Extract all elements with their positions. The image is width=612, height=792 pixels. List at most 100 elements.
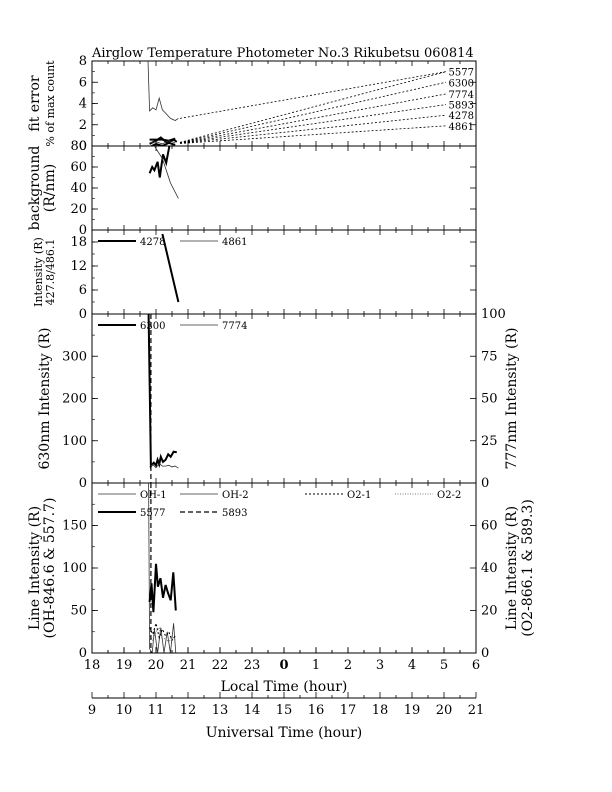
- ut-axis-tick-label: 11: [148, 703, 165, 718]
- y-right-axis-label: 777nm Intensity (R): [504, 327, 520, 469]
- y-tick-label: 0: [79, 139, 87, 154]
- ut-axis-tick-label: 14: [244, 703, 261, 718]
- series-line-5577: [148, 563, 177, 613]
- legend-leader: [179, 81, 447, 143]
- y-tick-label: 50: [70, 604, 87, 619]
- y-right-tick-label: 20: [481, 604, 498, 619]
- ut-axis-tick-label: 16: [308, 703, 325, 718]
- legend-label: OH-2: [222, 490, 249, 501]
- legend-leader: [179, 93, 447, 144]
- y-axis-label: 630nm Intensity (R): [37, 327, 53, 469]
- y-tick-label: 2: [79, 118, 87, 133]
- y-tick-label: 6: [79, 75, 87, 90]
- local-axis-tick-label: 19: [116, 658, 133, 673]
- local-axis-tick-label: 3: [376, 658, 384, 673]
- y-axis-label: (R/nm): [42, 164, 58, 212]
- ut-axis-tick-label: 13: [212, 703, 229, 718]
- y-tick-label: 0: [79, 223, 87, 238]
- legend-label: 5577: [140, 508, 165, 519]
- panel-fit-error: 0 2 4 6 8 fit error% of max count 557763007774…: [27, 54, 477, 154]
- series-line-thick: [148, 146, 171, 178]
- y-right-tick-label: 75: [481, 349, 498, 364]
- ut-axis-tick-label: 17: [340, 703, 357, 718]
- y-right-axis-label: (O2-866.1 & 589.3): [520, 499, 536, 637]
- y-right-axis-label: Line Intensity (R): [504, 506, 520, 630]
- y-axis-label: Intensity (R): [32, 237, 45, 307]
- universal-time-axis: 9 10 11 12 13 14 15 16 17 18 19 20 21: [88, 692, 484, 718]
- y-axis-label: fit error: [27, 75, 43, 132]
- y-right-tick-label: 25: [481, 434, 498, 449]
- series-line-7774: [149, 463, 179, 469]
- ut-axis-tick-label: 21: [468, 703, 485, 718]
- local-time-label: Local Time (hour): [221, 679, 348, 695]
- panel-intensity-4278-4861: 0 6 12 18 Intensity (R) 427.8/486.1 4278 4861: [32, 229, 477, 322]
- series-line-thin: [147, 61, 179, 121]
- local-axis-tick-label: 2: [344, 658, 352, 673]
- legend-label: 5577: [449, 68, 474, 79]
- series-line-4278: [161, 233, 180, 303]
- series-line-thick: [149, 141, 176, 146]
- legend-label: 6300: [449, 78, 474, 89]
- local-axis-tick-label: 1: [312, 658, 320, 673]
- legend-label: O2-2: [437, 490, 461, 501]
- legend-label: 7774: [449, 90, 474, 101]
- legend-label: 4861: [449, 122, 474, 133]
- local-axis-tick-label: 21: [180, 658, 197, 673]
- local-axis-tick-label: 20: [148, 658, 165, 673]
- local-axis-tick-label: 23: [244, 658, 261, 673]
- legend-leader: [179, 104, 447, 144]
- ut-axis-tick-label: 20: [436, 703, 453, 718]
- y-tick-label: 80: [70, 139, 87, 154]
- y-axis-label: Line Intensity (R): [27, 506, 43, 630]
- y-tick-label: 4: [79, 97, 87, 112]
- universal-time-label: Universal Time (hour): [206, 725, 363, 741]
- ut-axis-tick-label: 15: [276, 703, 293, 718]
- ut-axis-tick-label: 9: [88, 703, 96, 718]
- y-tick-label: 0: [79, 476, 87, 491]
- y-tick-label: 0: [79, 646, 87, 661]
- series-group: [148, 483, 177, 653]
- series-line-thin: [154, 146, 179, 199]
- panel-intensity-6300-7774: 0 100 200 300 0 25 50 75 100 630nm Intensity (R) 7…: [37, 307, 520, 491]
- series-line-6300: [147, 314, 177, 469]
- series-group: [147, 61, 447, 146]
- chart-title: Airglow Temperature Photometer No.3 Riku…: [91, 46, 474, 61]
- series-group: [161, 233, 180, 303]
- legend-label: 4861: [222, 237, 247, 248]
- y-tick-label: 12: [70, 259, 87, 274]
- series-line-O2-1: [149, 623, 176, 642]
- y-right-tick-label: 60: [481, 519, 498, 534]
- ut-axis-tick-label: 19: [404, 703, 421, 718]
- panel-background: 0 20 40 60 80 background (R/nm): [27, 139, 477, 238]
- y-tick-label: 60: [70, 160, 87, 175]
- ut-axis-tick-label: 18: [372, 703, 389, 718]
- y-tick-label: 300: [62, 349, 87, 364]
- y-right-tick-label: 40: [481, 561, 498, 576]
- y-tick-label: 8: [79, 54, 87, 69]
- series-line-thin: [149, 140, 176, 145]
- local-axis-tick-label: 6: [472, 658, 480, 673]
- local-axis-tick-label: 22: [212, 658, 229, 673]
- y-tick-label: 6: [79, 283, 87, 298]
- y-tick-label: 20: [70, 202, 87, 217]
- y-tick-label: 0: [79, 307, 87, 322]
- legend-leader: [179, 114, 447, 144]
- local-axis-tick-label: 18: [84, 658, 101, 673]
- ut-axis-tick-label: 12: [180, 703, 197, 718]
- legend-label: 7774: [222, 321, 247, 332]
- local-time-axis: 18 19 20 21 22 23 0 1 2 3 4 5 6: [84, 647, 480, 673]
- local-axis-tick-label: 4: [408, 658, 416, 673]
- series-line-thick: [149, 136, 178, 145]
- y-axis-label: background: [27, 146, 43, 231]
- legend-label: 5893: [449, 101, 474, 112]
- legend-label: 5893: [222, 508, 247, 519]
- legend-label: 6300: [140, 321, 165, 332]
- y-tick-label: 40: [70, 181, 87, 196]
- y-right-tick-label: 0: [481, 476, 489, 491]
- local-axis-tick-label: 0: [279, 658, 288, 673]
- legend-label: OH-1: [140, 490, 167, 501]
- y-tick-label: 150: [62, 519, 87, 534]
